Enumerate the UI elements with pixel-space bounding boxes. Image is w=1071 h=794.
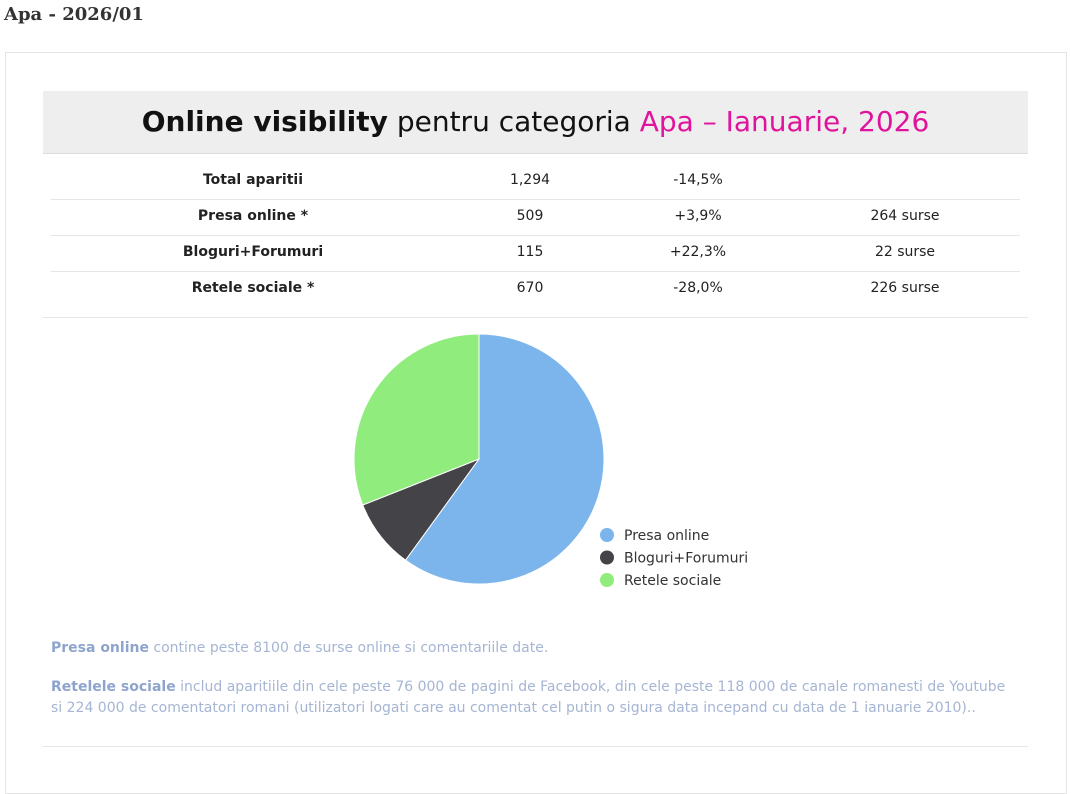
- legend-symbol: [600, 528, 614, 542]
- table-cell: Total aparitii: [202, 172, 304, 188]
- table-cell: 115: [516, 244, 544, 260]
- title-highlight: Apa – Ianuarie, 2026: [639, 105, 930, 138]
- table-cell: Retele sociale *: [191, 280, 315, 296]
- note-text: includ aparitiile din cele peste 76 000 …: [51, 679, 1006, 716]
- table-cell: +3,9%: [674, 208, 722, 224]
- page-title: Apa - 2026/01: [4, 4, 144, 25]
- legend-symbol: [600, 573, 614, 587]
- separator: [43, 317, 1028, 318]
- legend-label: Retele sociale: [624, 573, 721, 589]
- table-cell: 264 surse: [870, 208, 940, 224]
- pie-slice: [353, 333, 480, 506]
- table-cell: -28,0%: [673, 280, 723, 296]
- separator: [43, 746, 1028, 747]
- legend-label: Presa online: [624, 528, 709, 544]
- row-line: [51, 271, 1020, 272]
- table-cell: 509: [516, 208, 544, 224]
- table-cell: 22 surse: [874, 244, 936, 260]
- legend-label: Bloguri+Forumuri: [624, 551, 748, 567]
- table-cell: Bloguri+Forumuri: [182, 244, 324, 260]
- note: Retelele sociale includ aparitiile din c…: [51, 677, 1011, 719]
- table-cell: -14,5%: [673, 172, 723, 188]
- row-line: [51, 235, 1020, 236]
- title-bold: Online visibility: [141, 105, 388, 138]
- table-cell: 670: [516, 280, 544, 296]
- legend-symbol: [600, 550, 614, 565]
- pie-chart: Presa online Bloguri+Forumuri Retele socia…: [353, 333, 748, 589]
- page: Apa - 2026/01 Online visibility pentru c…: [4, 4, 1067, 794]
- table-cell: 226 surse: [870, 280, 940, 296]
- table-cell: 1,294: [509, 172, 551, 188]
- note-text: contine peste 8100 de surse online si co…: [153, 640, 549, 656]
- note-bold: Retelele sociale: [51, 679, 176, 695]
- table-cell: Presa online *: [197, 208, 309, 224]
- pie-slice: [404, 333, 605, 585]
- note: Presa online contine peste 8100 de surse…: [51, 638, 1011, 659]
- card-title: Online visibility pentru categoria Apa –…: [43, 91, 1028, 154]
- row-line: [51, 199, 1020, 200]
- note-bold: Presa online: [51, 640, 149, 656]
- title-normal: pentru categoria: [396, 105, 631, 138]
- table-cell: +22,3%: [669, 244, 727, 260]
